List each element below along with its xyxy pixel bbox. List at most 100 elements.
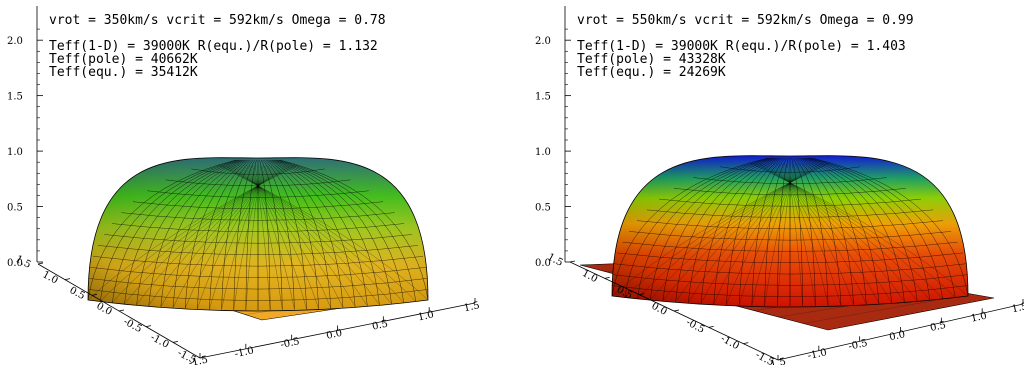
- info-line-teff-equ: Teff(equ.) = 24269K: [577, 65, 726, 80]
- meridian-line: [229, 164, 380, 306]
- meridian-line: [700, 157, 780, 304]
- x-tick-label: -1.5: [188, 355, 209, 365]
- meridian-line: [624, 157, 770, 298]
- x-tick-label: 1.0: [970, 311, 988, 325]
- x-tick-label: 0.0: [325, 328, 343, 342]
- meridian-line: [233, 165, 264, 310]
- meridian-line: [807, 157, 931, 300]
- meridian-line: [136, 159, 243, 305]
- z-tick-label: 2.0: [7, 36, 23, 47]
- y-tick-label: -1.5: [175, 348, 197, 365]
- parallel-line: [622, 241, 958, 252]
- meridian-line: [246, 165, 307, 310]
- info-line-teff-pole: Teff(pole) = 43328K: [577, 52, 726, 67]
- meridian-line: [649, 157, 773, 300]
- meridian-line: [796, 157, 842, 306]
- meridian-line: [786, 162, 803, 306]
- meridian-line: [777, 157, 789, 306]
- x-axis: -1.5 -1.0 -0.5 0.0 0.5 1.0 1.5: [188, 298, 481, 365]
- meridian-line: [778, 162, 842, 306]
- meridian-line: [259, 159, 271, 310]
- meridian-line: [160, 164, 281, 307]
- parallel-line: [628, 231, 952, 241]
- meridian-line: [799, 157, 867, 305]
- y-tick: [91, 293, 98, 296]
- parallel-line: [673, 188, 907, 196]
- meridian-line: [272, 159, 368, 306]
- y-tick: [708, 325, 714, 328]
- meridian-line: [221, 165, 267, 310]
- meridian-line: [688, 157, 778, 303]
- meridian-line: [226, 164, 392, 304]
- meridian-line: [148, 159, 244, 306]
- x-tick-label: 1.5: [463, 300, 481, 314]
- meridian-line: [275, 159, 392, 304]
- y-tick: [569, 260, 576, 263]
- meridian-line: [276, 159, 404, 303]
- info-line-teff-1d: Teff(1-D) = 39000K R(equ.)/R(pole) = 1.1…: [49, 39, 378, 54]
- z-axis: 0.0 0.5 1.0 1.5 2.0: [7, 6, 43, 269]
- y-tick-label: 1.0: [40, 269, 59, 286]
- meridian-line: [767, 162, 892, 303]
- x-tick-label: -0.5: [280, 336, 301, 351]
- meridian-line: [713, 162, 808, 305]
- meridian-line: [811, 157, 968, 297]
- x-tick-label: -1.0: [807, 347, 828, 362]
- meridian-line: [232, 164, 368, 306]
- x-tick-label: 0.0: [888, 329, 906, 343]
- dome-mesh: [612, 157, 968, 307]
- info-line-teff-equ: Teff(equ.) = 35412K: [49, 65, 198, 80]
- meridian-line: [675, 157, 776, 302]
- parallel-line: [89, 266, 427, 278]
- meridian-line: [700, 162, 811, 304]
- z-axis: 0.0 0.5 1.0 1.5 2.0: [535, 6, 571, 269]
- y-tick: [743, 342, 749, 345]
- dome-mesh: [88, 159, 428, 311]
- meridian-line: [172, 164, 279, 308]
- x-tick-label: 0.5: [371, 319, 389, 333]
- meridian-line: [804, 157, 905, 302]
- meridian-line: [245, 159, 257, 310]
- meridian-line: [267, 159, 332, 309]
- info-line-teff-1d: Teff(1-D) = 39000K R(equ.)/R(pole) = 1.4…: [577, 39, 906, 54]
- dome-mesh-lines: [88, 159, 428, 311]
- y-tick-label: -1.0: [719, 333, 741, 352]
- y-tick: [199, 356, 206, 359]
- meridian-line: [88, 159, 237, 301]
- meridian-line: [221, 159, 254, 310]
- meridian-line: [777, 162, 794, 306]
- meridian-line: [217, 164, 428, 301]
- meridian-line: [662, 157, 775, 301]
- meridian-line: [688, 162, 813, 303]
- parallel-line: [636, 220, 944, 230]
- z-tick-label: 0.5: [535, 203, 551, 214]
- meridian-line: [265, 159, 319, 309]
- meridian-line: [751, 162, 799, 306]
- y-tick: [777, 358, 784, 361]
- meridian-line: [802, 157, 892, 303]
- meridian-line: [112, 159, 240, 303]
- meridian-line: [99, 159, 238, 302]
- x-tick-label: -1.5: [766, 357, 787, 365]
- y-tick: [639, 293, 645, 296]
- meridian-line: [764, 157, 788, 306]
- y-tick-label: -1.5: [753, 350, 775, 365]
- dome-surface: [611, 155, 969, 308]
- y-tick: [604, 276, 610, 279]
- z-tick-label: 0.0: [7, 258, 23, 269]
- y-tick: [64, 278, 71, 281]
- meridian-line: [237, 164, 344, 308]
- meridian-line: [136, 164, 287, 306]
- meridian-line: [243, 164, 319, 309]
- meridian-line: [726, 162, 805, 305]
- meridian-line: [209, 165, 270, 310]
- y-tick: [37, 262, 44, 265]
- meridian-line: [738, 162, 802, 306]
- parallel-line: [693, 177, 887, 184]
- meridian-line: [784, 162, 816, 306]
- info-block: vrot = 550km/s vcrit = 592km/s Omega = 0…: [577, 13, 914, 80]
- meridian-line: [775, 162, 854, 305]
- y-tick-label: -0.5: [684, 317, 706, 336]
- y-tick: [118, 309, 125, 312]
